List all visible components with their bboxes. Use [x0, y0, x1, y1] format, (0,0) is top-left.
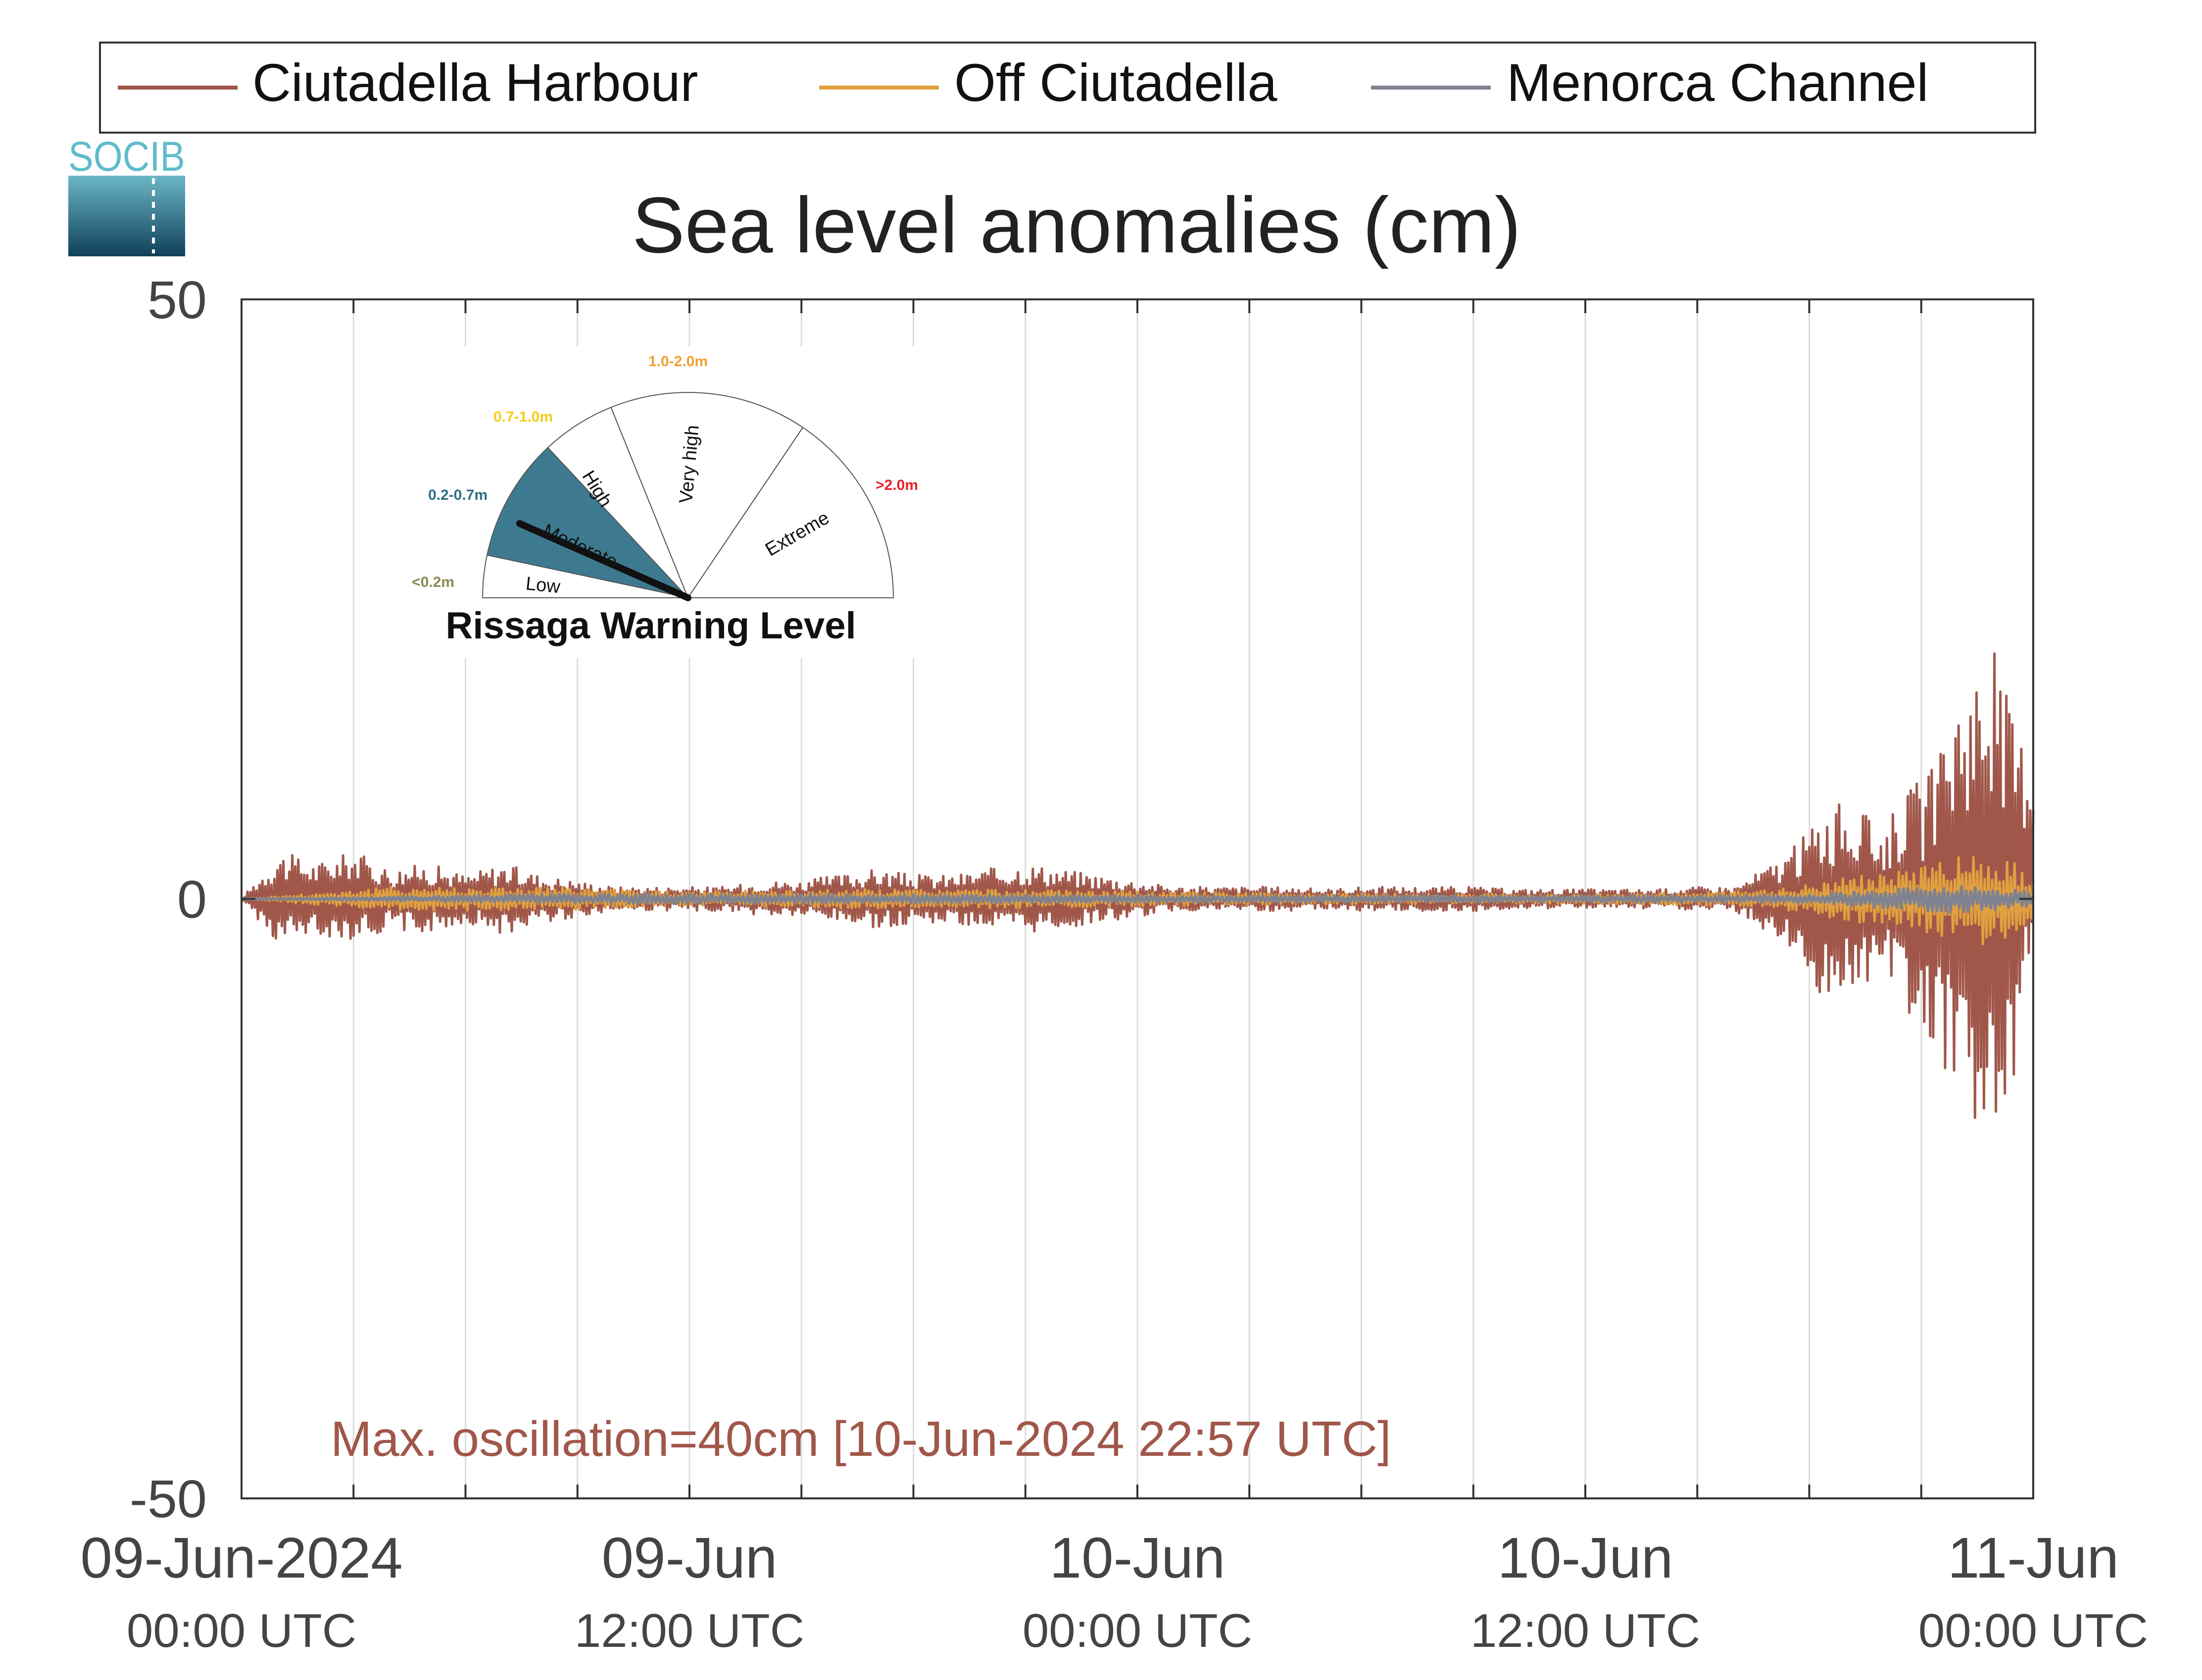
legend-label-menorca-channel: Menorca Channel: [1507, 52, 1929, 112]
gauge-range-extreme: >2.0m: [876, 477, 918, 493]
rissaga-gauge: Low Moderate High Very high Extreme <0.2…: [406, 346, 926, 658]
series-line-off-ciutadella: [241, 856, 2035, 946]
y-tick-label: -50: [130, 1469, 207, 1529]
gauge-sector-extreme: [687, 427, 894, 598]
legend-label-ciutadella-harbour: Ciutadella Harbour: [252, 52, 698, 112]
x-tick-label-time: 00:00 UTC: [127, 1604, 356, 1657]
x-tick-label-date: 09-Jun: [602, 1526, 778, 1590]
gauge-range-very-high: 1.0-2.0m: [648, 353, 708, 370]
series-line-menorca-channel: [241, 885, 2035, 914]
gauge-sector-very-high: [610, 392, 804, 599]
gauge-needle: [516, 520, 691, 601]
x-tick-label-date: 10-Jun: [1050, 1526, 1225, 1590]
gauge-range-low: <0.2m: [412, 574, 454, 590]
max-oscillation-annotation: Max. oscillation=40cm [10-Jun-2024 22:57…: [331, 1411, 1391, 1467]
gauge-range-moderate: 0.2-0.7m: [428, 487, 488, 503]
x-tick-label-date: 10-Jun: [1498, 1526, 1673, 1590]
socib-logo-text: SOCIB: [68, 133, 185, 180]
legend: Ciutadella Harbour Off Ciutadella Menorc…: [99, 42, 2036, 134]
y-tick-label: 0: [177, 869, 207, 929]
axis-ticks: [241, 298, 2034, 1499]
socib-logo: SOCIB: [68, 133, 185, 256]
x-tick-labels: 09-Jun-2024 00:00 UTC 09-Jun 12:00 UTC 10-Ju…: [80, 1526, 2148, 1657]
series-layer: [241, 652, 2035, 1119]
legend-label-off-ciutadella: Off Ciutadella: [954, 52, 1277, 112]
x-tick-label-time: 00:00 UTC: [1918, 1604, 2148, 1657]
x-tick-label-time: 12:00 UTC: [1470, 1604, 1700, 1657]
gauge-label-low: Low: [525, 573, 561, 597]
gauge-title: Rissaga Warning Level: [445, 605, 856, 647]
y-tick-label: 50: [147, 270, 207, 330]
y-tick-labels: -50 0 50: [130, 270, 207, 1529]
gauge-sector-high: [547, 406, 688, 598]
x-tick-label-time: 00:00 UTC: [1023, 1604, 1252, 1657]
gauge-sector-moderate: [486, 447, 689, 599]
x-tick-label-date: 11-Jun: [1948, 1526, 2119, 1590]
legend-box: [99, 42, 2036, 134]
x-tick-label-date: 09-Jun-2024: [80, 1526, 402, 1590]
gauge-range-high: 0.7-1.0m: [493, 409, 553, 425]
socib-logo-block: [68, 176, 185, 256]
x-tick-label-time: 12:00 UTC: [575, 1604, 804, 1657]
chart-title: Sea level anomalies (cm): [632, 181, 1521, 269]
